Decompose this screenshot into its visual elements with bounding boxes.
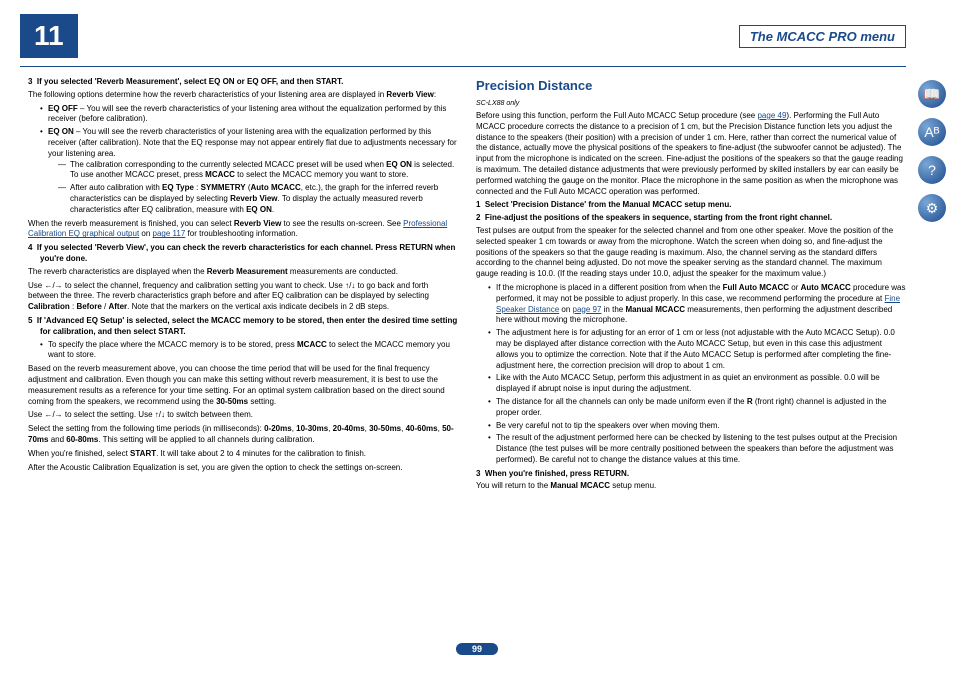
right-column: Precision Distance SC-LX88 only Before u… [476,77,906,495]
pd-b6: The result of the adjustment performed h… [488,433,906,465]
left-column: 3 If you selected 'Reverb Measurement', … [28,77,458,495]
pd-step1: 1 Select 'Precision Distance' from the M… [476,200,906,211]
step4-body2: Use ←/→ to select the channel, frequency… [28,281,458,313]
step5-bullets: To specify the place where the MCACC mem… [28,340,458,362]
step5-heading: 5 If 'Advanced EQ Setup' is selected, se… [28,316,458,338]
step3-intro: The following options determine how the … [28,90,458,101]
reverb-finish: When the reverb measurement is finished,… [28,219,458,241]
step4-body1: The reverb characteristics are displayed… [28,267,458,278]
settings-icon[interactable]: ⚙ [918,194,946,222]
chapter-number: 11 [20,14,78,58]
book-icon[interactable]: 📖 [918,80,946,108]
pd-step2-body: Test pulses are output from the speaker … [476,226,906,280]
eq-off-item: EQ OFF – You will see the reverb charact… [40,104,458,126]
precision-distance-title: Precision Distance [476,77,906,95]
pd-b5: Be very careful not to tip the speakers … [488,421,906,432]
page-number-badge: 99 [456,643,498,655]
pd-step3: 3 When you're finished, press RETURN. [476,469,906,480]
link-page117[interactable]: page 117 [153,229,186,238]
side-nav-icons: 📖 Aᴮ ? ⚙ [918,80,946,222]
step5-bullet1: To specify the place where the MCACC mem… [40,340,458,362]
abc-icon[interactable]: Aᴮ [918,118,946,146]
pd-step2: 2 Fine-adjust the positions of the speak… [476,213,906,224]
step5-p1: Based on the reverb measurement above, y… [28,364,458,407]
pd-intro: Before using this function, perform the … [476,111,906,197]
reverb-options: EQ OFF – You will see the reverb charact… [28,104,458,216]
pd-b3: Like with the Auto MCACC Setup, perform … [488,373,906,395]
step3-heading: 3 If you selected 'Reverb Measurement', … [28,77,458,88]
link-page49[interactable]: page 49 [757,111,786,120]
page-content: 3 If you selected 'Reverb Measurement', … [0,77,954,495]
pd-b1: If the microphone is placed in a differe… [488,283,906,326]
eq-on-item: EQ ON – You will see the reverb characte… [40,127,458,215]
menu-title: The MCACC PRO menu [739,25,906,48]
help-icon[interactable]: ? [918,156,946,184]
step5-p2: Use ←/→ to select the setting. Use ↑/↓ t… [28,410,458,421]
step5-p3: Select the setting from the following ti… [28,424,458,446]
model-note: SC-LX88 only [476,99,906,108]
step4-heading: 4 If you selected 'Reverb View', you can… [28,243,458,265]
step5-p4: When you're finished, select START. It w… [28,449,458,460]
pd-b4: The distance for all the channels can on… [488,397,906,419]
pd-b2: The adjustment here is for adjusting for… [488,328,906,371]
page-header: 11 The MCACC PRO menu [0,0,954,66]
link-page97[interactable]: page 97 [573,305,602,314]
dash-item-2: After auto calibration with EQ Type : SY… [58,183,458,215]
step5-p5: After the Acoustic Calibration Equalizat… [28,463,458,474]
dash-item-1: The calibration corresponding to the cur… [58,160,458,182]
pd-step3-body: You will return to the Manual MCACC setu… [476,481,906,492]
header-divider [20,66,906,67]
pd-bullets: If the microphone is placed in a differe… [476,283,906,466]
